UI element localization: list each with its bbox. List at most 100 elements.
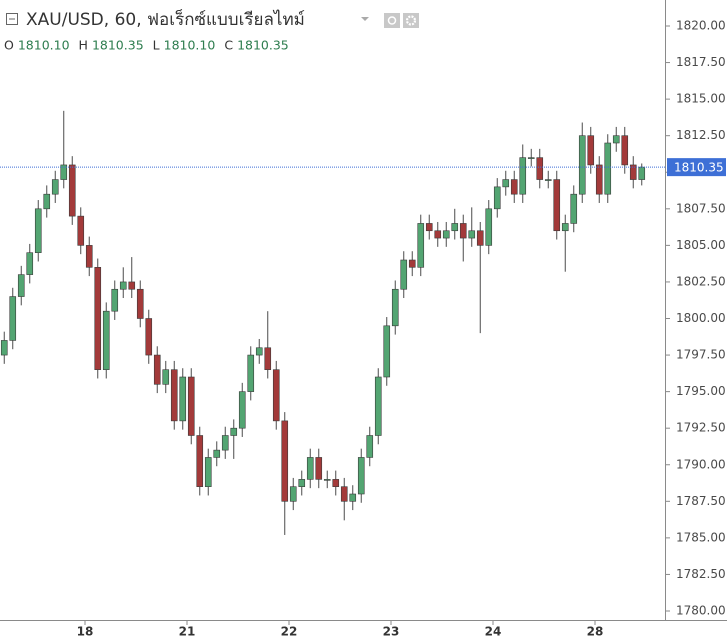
candle-body: [349, 493, 357, 502]
ohlc-legend: O 1810.10 H 1810.35 L 1810.10 C 1810.35: [4, 38, 289, 53]
candle-body: [553, 179, 561, 232]
y-tick-label: 1785.00: [676, 530, 726, 544]
eye-icon: [387, 16, 397, 25]
candle-body: [0, 340, 8, 356]
candle-body: [366, 435, 374, 458]
ohlc-key: O: [4, 38, 14, 53]
settings-button[interactable]: [403, 13, 419, 28]
candle-body: [391, 288, 399, 327]
x-tick-label: 22: [281, 625, 298, 639]
candle-body: [162, 369, 170, 385]
plot: [0, 110, 665, 535]
gear-icon: [405, 15, 417, 26]
candle-body: [459, 223, 467, 239]
candle-body: [451, 223, 459, 232]
y-tick-label: 1807.50: [676, 201, 726, 215]
candle-body: [612, 135, 620, 144]
x-tick-label: 21: [179, 625, 196, 639]
candle-body: [434, 230, 442, 239]
y-tick-label: 1780.00: [676, 604, 726, 618]
candle-body: [238, 391, 246, 429]
y-tick-label: 1820.00: [676, 19, 726, 33]
candle-body: [289, 486, 297, 502]
ohlc-key: C: [224, 38, 233, 53]
y-tick-label: 1797.50: [676, 348, 726, 362]
y-tick-label: 1815.00: [676, 92, 726, 106]
y-tick-label: 1805.00: [676, 238, 726, 252]
candle-body: [170, 369, 178, 422]
y-tick-label: 1817.50: [676, 55, 726, 69]
candle-body: [68, 164, 76, 217]
legend-bg: [0, 6, 410, 58]
candle-body: [77, 215, 85, 246]
candle-body: [570, 193, 578, 224]
candle-body: [213, 449, 221, 458]
candle-body: [400, 259, 408, 290]
ohlc-value: 1810.10: [18, 38, 70, 53]
candle-body: [425, 223, 433, 232]
candle-body: [306, 457, 314, 480]
candle-body: [468, 230, 476, 239]
y-tick-label: 1802.50: [676, 274, 726, 288]
candle-body: [638, 166, 646, 180]
candle-body: [442, 230, 450, 239]
candle-body: [561, 223, 569, 232]
candle-body: [136, 288, 144, 319]
candle-body: [111, 288, 119, 312]
ohlc-value: 1810.35: [237, 38, 289, 53]
candle-body: [230, 427, 238, 436]
candle-body: [323, 479, 331, 481]
candle-body: [604, 142, 612, 195]
candle-body: [255, 347, 263, 356]
candle-body: [153, 354, 161, 385]
candle-body: [179, 376, 187, 422]
last-price-box: [667, 158, 726, 177]
candle-body: [510, 179, 518, 195]
candle-body: [102, 310, 110, 370]
candle-body: [629, 164, 637, 180]
candle-body: [17, 274, 25, 297]
y-tick-label: 1790.00: [676, 457, 726, 471]
candle-body: [204, 457, 212, 487]
candle-body: [26, 252, 34, 275]
candle-body: [332, 479, 340, 487]
candle-body: [374, 376, 382, 436]
x-tick-label: 28: [587, 625, 604, 639]
candle-body: [128, 281, 136, 290]
last-price-label: 1810.35: [674, 161, 724, 175]
symbol-title: XAU/USD, 60, ฟอเร็กซ์แบบเรียลไทม์: [26, 8, 305, 30]
candle-body: [272, 369, 280, 422]
candle-body: [281, 420, 289, 502]
candle-body: [315, 457, 323, 480]
candle-body: [85, 245, 93, 268]
collapse-icon[interactable]: [6, 13, 18, 25]
candle-body: [408, 259, 416, 268]
candle-body: [94, 267, 102, 370]
candle-body: [493, 186, 501, 210]
ohlc-key: H: [79, 38, 88, 53]
candle-body: [502, 179, 510, 188]
candle-body: [145, 318, 153, 356]
candle-body: [519, 157, 527, 195]
y-tick-label: 1800.00: [676, 311, 726, 325]
candle-body: [60, 164, 68, 180]
candle-body: [43, 193, 51, 210]
y-tick-label: 1795.00: [676, 384, 726, 398]
candle-body: [264, 347, 272, 370]
ohlc-key: L: [153, 38, 160, 53]
candle-body: [485, 208, 493, 246]
visibility-button[interactable]: [384, 13, 400, 28]
candle-body: [527, 157, 535, 159]
ohlc-value: 1810.10: [164, 38, 216, 53]
candle-body: [595, 164, 603, 195]
dropdown-arrow[interactable]: [361, 17, 369, 21]
candle-body: [340, 486, 348, 502]
candle-body: [298, 479, 306, 487]
candle-body: [196, 435, 204, 487]
x-tick-label: 24: [485, 625, 502, 639]
candle-body: [247, 354, 255, 392]
candle-body: [357, 457, 365, 495]
x-tick-label: 23: [383, 625, 400, 639]
